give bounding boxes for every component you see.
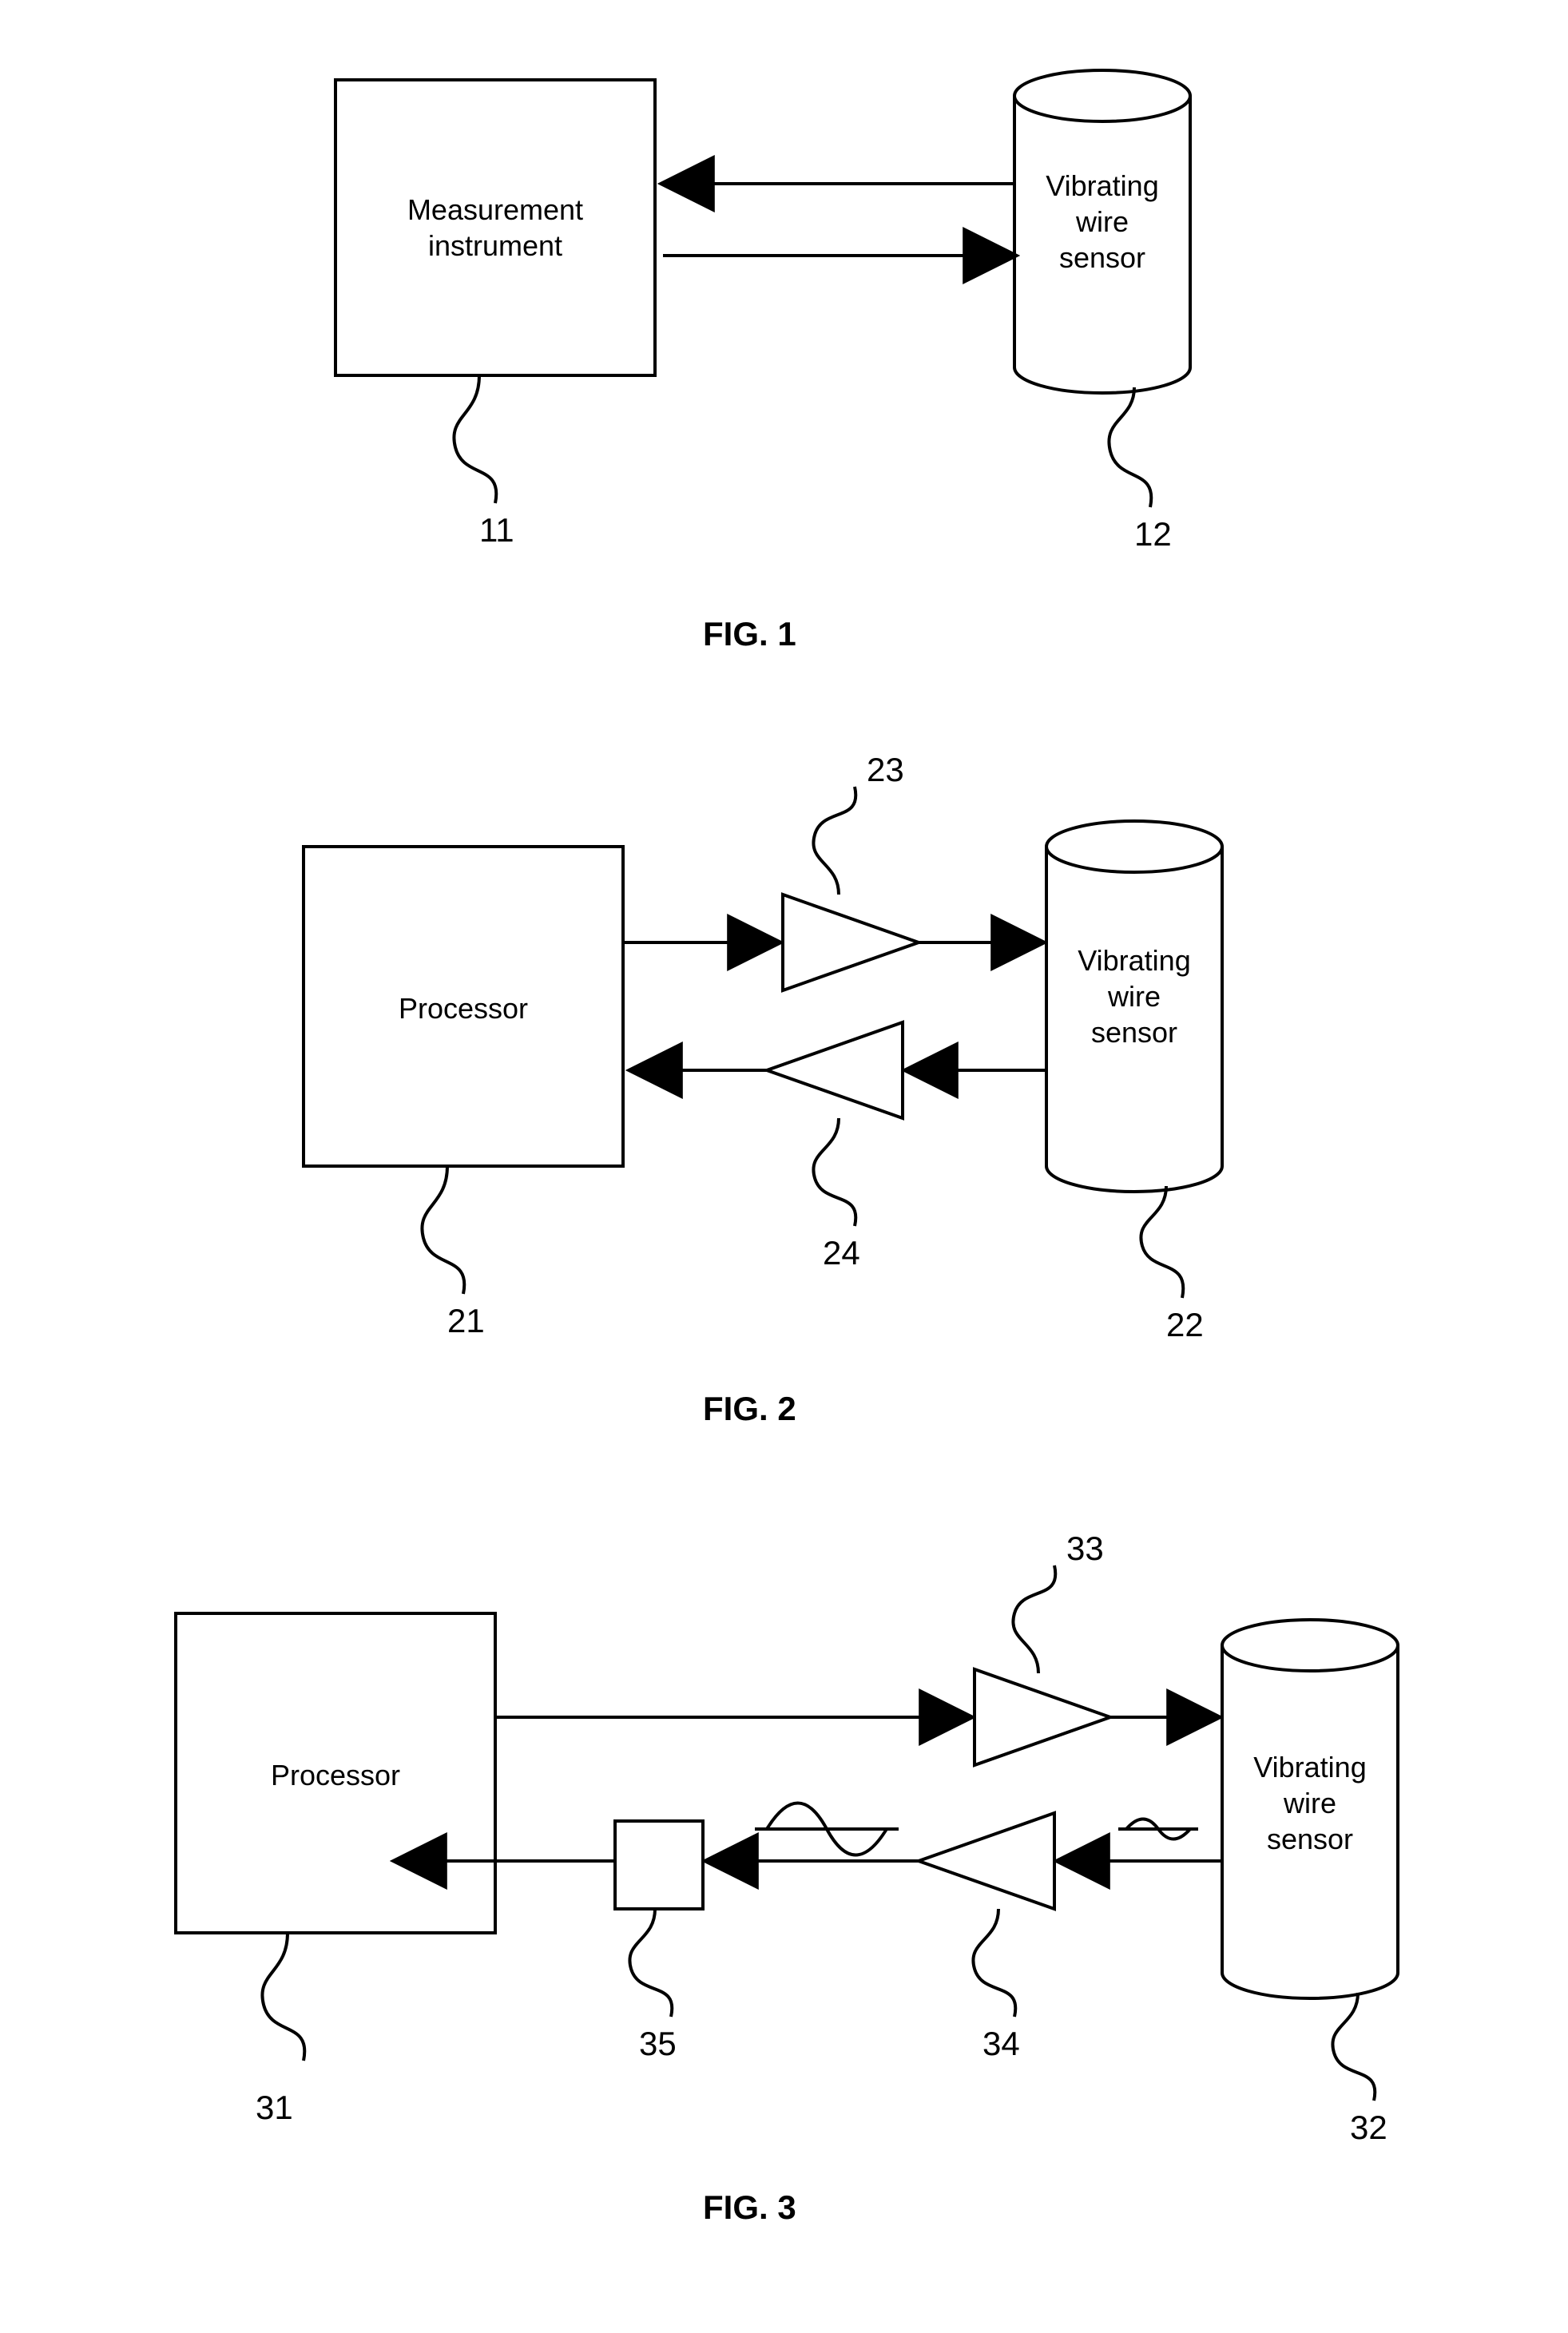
fig1-ref-12: 12 xyxy=(1134,515,1172,553)
fig2-ref-21: 21 xyxy=(447,1302,485,1340)
fig3-diagram xyxy=(0,1518,1568,2236)
fig3-ref-32: 32 xyxy=(1350,2109,1387,2147)
fig1-ref-11: 11 xyxy=(479,511,514,550)
fig2-diagram xyxy=(0,743,1568,1398)
fig2-sensor-label: Vibrating wire sensor xyxy=(1062,942,1206,1050)
fig1-instrument-label: Measurement instrument xyxy=(351,192,639,264)
fig3-sensor-label: Vibrating wire sensor xyxy=(1238,1749,1382,1857)
fig3-sine-large-icon xyxy=(755,1803,899,1855)
fig3-sensor-label-l3: sensor xyxy=(1267,1823,1353,1855)
fig3-ref34-leader xyxy=(973,1909,1015,2017)
fig3-processor-label: Processor xyxy=(192,1757,479,1793)
fig2-ref21-leader xyxy=(422,1166,464,1294)
fig2-ref24-leader xyxy=(813,1118,855,1226)
fig2-amp-fwd xyxy=(783,895,919,990)
fig1-sensor-label: Vibrating wire sensor xyxy=(1030,168,1174,276)
fig3-ref-31: 31 xyxy=(256,2089,293,2127)
fig3-ref-33: 33 xyxy=(1066,1530,1104,1568)
fig2-ref-23: 23 xyxy=(867,751,904,789)
fig3-caption: FIG. 3 xyxy=(703,2188,796,2227)
fig2-sensor-label-l1: Vibrating xyxy=(1078,944,1190,977)
fig3-ref-35: 35 xyxy=(639,2025,677,2063)
fig3-amp-fwd xyxy=(975,1669,1110,1765)
fig1-sensor-label-l2: wire xyxy=(1076,205,1129,238)
fig2-ref23-leader xyxy=(813,787,855,895)
fig2-ref-22: 22 xyxy=(1166,1306,1204,1344)
fig2-processor-label: Processor xyxy=(320,990,607,1026)
fig3-block-35 xyxy=(615,1821,703,1909)
fig2-ref-24: 24 xyxy=(823,1234,860,1272)
fig1-sensor-label-l3: sensor xyxy=(1059,241,1145,274)
fig2-sensor-label-l2: wire xyxy=(1108,980,1161,1013)
fig1-diagram xyxy=(0,16,1568,591)
fig1-ref12-leader xyxy=(1109,387,1151,507)
fig1-caption: FIG. 1 xyxy=(703,615,796,653)
fig1-sensor-label-l1: Vibrating xyxy=(1046,169,1158,202)
fig3-ref33-leader xyxy=(1013,1565,1055,1673)
fig2-sensor-label-l3: sensor xyxy=(1091,1016,1177,1049)
fig3-sensor-label-l2: wire xyxy=(1284,1787,1336,1819)
fig3-ref32-leader xyxy=(1332,1993,1375,2101)
fig3-ref-34: 34 xyxy=(982,2025,1020,2063)
fig2-caption: FIG. 2 xyxy=(703,1390,796,1428)
fig3-sensor-label-l1: Vibrating xyxy=(1253,1751,1366,1783)
fig1-ref11-leader xyxy=(454,375,496,503)
fig3-sine-small-icon xyxy=(1118,1819,1198,1839)
fig1-instrument-label-l1: Measurement xyxy=(407,193,583,226)
fig2-amp-rev xyxy=(767,1022,903,1118)
fig1-instrument-label-l2: instrument xyxy=(428,229,562,262)
fig2-ref22-leader xyxy=(1141,1186,1183,1298)
fig3-ref35-leader xyxy=(629,1909,672,2017)
fig3-amp-rev xyxy=(919,1813,1054,1909)
fig3-ref31-leader xyxy=(262,1933,304,2061)
